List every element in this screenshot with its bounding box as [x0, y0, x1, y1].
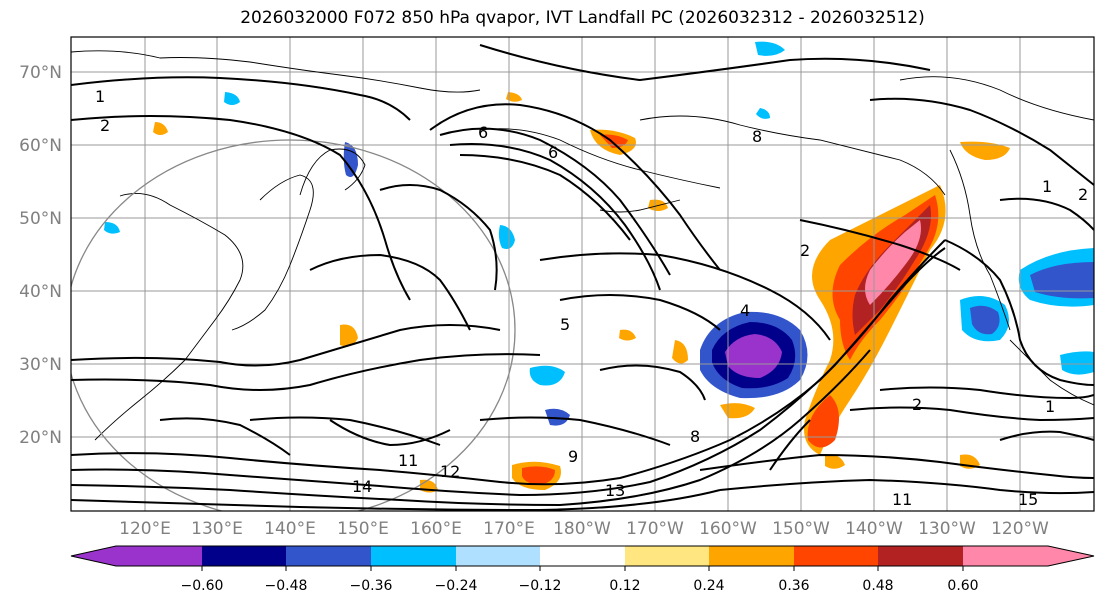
contour-label: 2: [912, 395, 922, 414]
lon-label: 120°E: [119, 519, 171, 539]
colorbar-segment: [794, 546, 878, 566]
colorbar-tick-label: 0.36: [778, 578, 809, 594]
colorbar-tick-label: 0.24: [693, 578, 724, 594]
contour-label: 15: [1018, 490, 1038, 509]
contour-label: 2: [1078, 185, 1088, 204]
colorbar: −0.60 −0.48 −0.36 −0.24 −0.12 0.12 0.24 …: [70, 545, 1095, 594]
map-frame: [70, 36, 1095, 512]
contour-label: 2: [100, 116, 110, 135]
colorbar-segment: [286, 546, 371, 566]
colorbar-extend-left: [71, 546, 116, 566]
colorbar-tick-label: 0.48: [862, 578, 893, 594]
contour-label: 6: [548, 143, 558, 162]
contour-label: 13: [605, 481, 625, 500]
circle-outline: [71, 139, 516, 511]
contour-label: 11: [398, 451, 418, 470]
colorbar-tick-label: −0.60: [181, 578, 224, 594]
lat-label: 30°N: [19, 355, 62, 375]
lon-label: 150°E: [337, 519, 389, 539]
contour-label: 1: [95, 87, 105, 106]
lon-label: 160°W: [699, 519, 757, 539]
lat-label: 20°N: [19, 428, 62, 448]
contour-label: 12: [440, 462, 460, 481]
lon-label: 120°W: [991, 519, 1049, 539]
colorbar-tick-label: 0.12: [609, 578, 640, 594]
lon-label: 150°W: [772, 519, 830, 539]
contour-label: 2: [800, 241, 810, 260]
colorbar-segment: [116, 546, 202, 566]
colorbar-outline: [70, 545, 1095, 567]
contour-label: 6: [478, 123, 488, 142]
contour-label: 4: [740, 301, 750, 320]
shaded-anomalies: [104, 41, 1094, 493]
contour-label: 1: [1042, 177, 1052, 196]
contour-label: 8: [752, 127, 762, 146]
contour-label: 14: [352, 477, 372, 496]
colorbar-tick-label: −0.36: [350, 578, 393, 594]
lon-label: 140°E: [264, 519, 316, 539]
lat-label: 40°N: [19, 282, 62, 302]
contour-label: 9: [568, 447, 578, 466]
colorbar-tick-label: −0.24: [435, 578, 478, 594]
lon-label: 160°E: [410, 519, 462, 539]
contour-label: 8: [690, 427, 700, 446]
colorbar-ticks: [201, 566, 964, 571]
contours: [71, 44, 1094, 511]
lon-label: 130°E: [191, 519, 243, 539]
colorbar-segment: [371, 546, 456, 566]
colorbar-segment: [878, 546, 963, 566]
colorbar-segment: [456, 546, 540, 566]
lon-label: 170°E: [483, 519, 535, 539]
colorbar-segment: [625, 546, 709, 566]
colorbar-segment: [709, 546, 794, 566]
lat-label: 70°N: [19, 63, 62, 83]
map-panel: 1 2 6 8 9 5 4 11 12 13 14 15 2 2 1 11 2 …: [71, 37, 1094, 511]
contour-label: 11: [892, 490, 912, 509]
lat-label: 50°N: [19, 209, 62, 229]
lon-label: 130°W: [918, 519, 976, 539]
latitude-labels: 70°N 60°N 50°N 40°N 30°N 20°N: [19, 63, 62, 448]
colorbar-segment: [540, 546, 625, 566]
contour-labels: 1 2 6 8 9 5 4 11 12 13 14 15 2 2 1 11 2 …: [95, 87, 1088, 509]
lon-label: 180°W: [553, 519, 611, 539]
contour-label: 5: [560, 315, 570, 334]
map-title: 2026032000 F072 850 hPa qvapor, IVT Land…: [240, 8, 925, 28]
coastlines: [71, 50, 1094, 441]
longitude-labels: 120°E 130°E 140°E 150°E 160°E 170°E 180°…: [119, 519, 1049, 539]
contour-label: 1: [1045, 397, 1055, 416]
colorbar-tick-label: −0.48: [265, 578, 308, 594]
colorbar-extend-right: [1048, 546, 1094, 566]
colorbar-tick-label: −0.12: [519, 578, 562, 594]
lat-label: 60°N: [19, 136, 62, 156]
colorbar-tick-label: 0.60: [947, 578, 978, 594]
lon-label: 170°W: [626, 519, 684, 539]
colorbar-segment: [963, 546, 1048, 566]
colorbar-segment: [202, 546, 286, 566]
lon-label: 140°W: [845, 519, 903, 539]
